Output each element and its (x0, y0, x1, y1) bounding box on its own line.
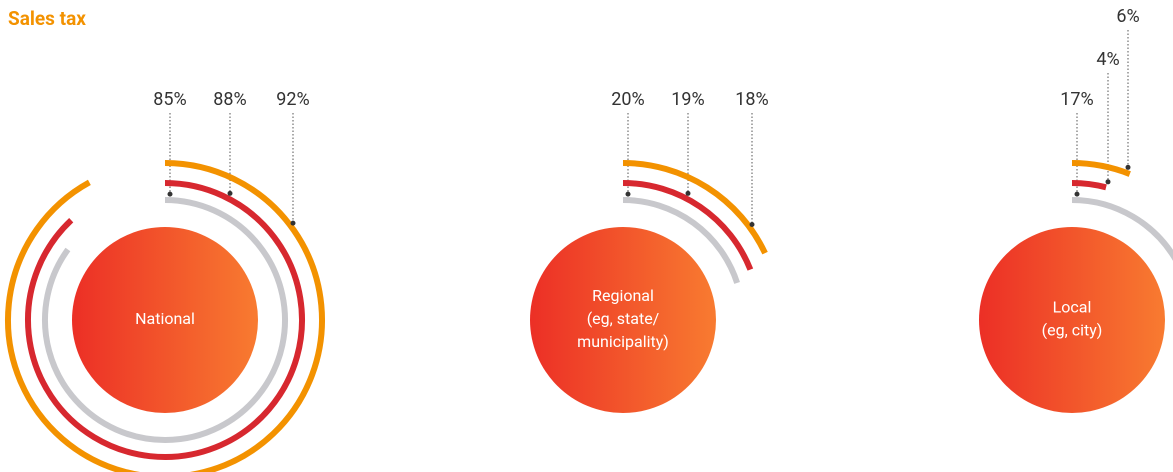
value-label: 6% (1116, 6, 1139, 27)
center-label: municipality) (577, 332, 669, 351)
leader-dot (167, 191, 173, 197)
center-disc (72, 227, 258, 413)
radial-bar (622, 160, 768, 255)
leader-dot (1105, 179, 1111, 185)
center-label: Regional (592, 286, 654, 305)
leader-dot (227, 190, 233, 196)
radial-bar (1071, 180, 1107, 191)
radial-bar (25, 180, 305, 460)
center-label: (eg, city) (1042, 321, 1103, 340)
title: Sales tax (8, 7, 86, 30)
leader-dot (685, 190, 691, 196)
value-label: 92% (276, 89, 309, 110)
leader-dot (290, 220, 296, 226)
radial-bar (622, 180, 754, 271)
value-label: 17% (1060, 89, 1093, 110)
value-label: 4% (1096, 49, 1119, 70)
value-label: 20% (611, 89, 644, 110)
leader-dot (749, 222, 755, 228)
value-label: 85% (153, 89, 186, 110)
radial-bar (622, 197, 740, 284)
leader-dot (625, 191, 631, 197)
value-label: 18% (735, 89, 768, 110)
center-disc (979, 227, 1165, 413)
radial-bar (1071, 160, 1131, 177)
center-disc (530, 227, 716, 413)
center-label: (eg, state/ (587, 309, 660, 328)
radial-bar (42, 197, 288, 443)
radial-bar (1071, 197, 1173, 262)
value-label: 19% (671, 89, 704, 110)
leader-dot (1074, 191, 1080, 197)
center-label: Local (1053, 298, 1092, 317)
value-label: 88% (213, 89, 246, 110)
center-label: National (135, 309, 195, 328)
leader-dot (1125, 164, 1131, 170)
